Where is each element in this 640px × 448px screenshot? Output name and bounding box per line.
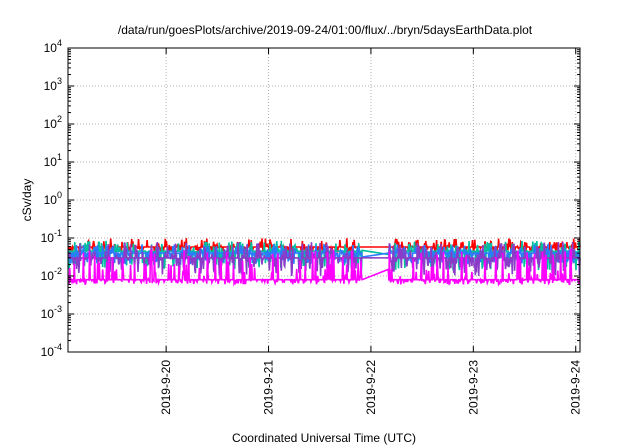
x-tick-label: 2019-9-21 bbox=[262, 360, 276, 415]
y-tick-label: 10-4 bbox=[41, 342, 62, 359]
x-tick-label: 2019-9-22 bbox=[364, 360, 378, 415]
y-axis: 10-4 10-3 10-2 10-1 100 101 102 103 104 bbox=[41, 38, 580, 359]
x-tick-label: 2019-9-24 bbox=[569, 360, 583, 415]
y-tick-label: 104 bbox=[44, 38, 62, 55]
x-tick-label: 2019-9-20 bbox=[159, 360, 173, 415]
x-axis: 2019-9-20 2019-9-21 2019-9-22 2019-9-23 2019… bbox=[159, 48, 583, 415]
x-axis-title: Coordinated Universal Time (UTC) bbox=[232, 431, 416, 445]
y-tick-label: 103 bbox=[44, 76, 62, 93]
series-group bbox=[67, 238, 581, 287]
y-tick-label: 102 bbox=[44, 114, 62, 131]
chart-title: /data/run/goesPlots/archive/2019-09-24/0… bbox=[118, 23, 533, 37]
y-tick-label: 10-3 bbox=[41, 304, 62, 321]
series-line-5 bbox=[67, 247, 581, 287]
y-tick-label: 100 bbox=[44, 190, 62, 207]
x-tick-label: 2019-9-23 bbox=[466, 360, 480, 415]
y-tick-label: 10-2 bbox=[41, 266, 62, 283]
series-line-4 bbox=[68, 241, 581, 277]
y-tick-label: 10-1 bbox=[41, 228, 62, 245]
y-axis-title: cSv/day bbox=[20, 179, 34, 222]
y-tick-label: 101 bbox=[44, 152, 62, 169]
grid bbox=[68, 48, 580, 352]
